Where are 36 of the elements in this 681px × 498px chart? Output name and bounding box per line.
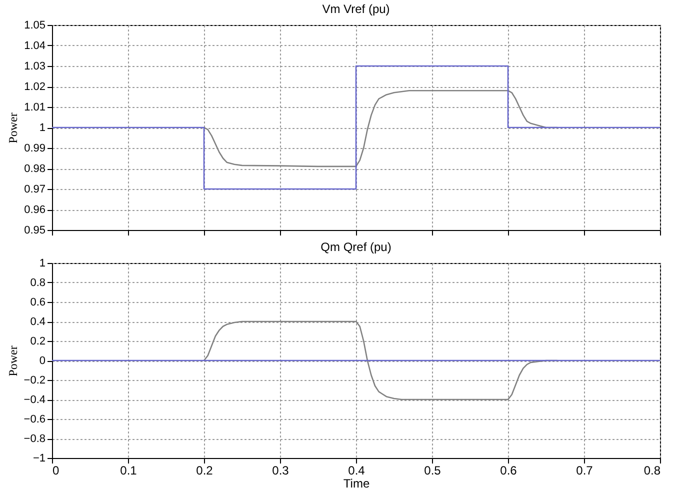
y-tick-label: 1.03	[24, 60, 46, 72]
x-tick-label: 0.7	[576, 464, 594, 478]
x-axis-title: Time	[343, 476, 370, 490]
y-tick-label: 0.95	[24, 224, 46, 236]
x-tick-label: 0.8	[644, 464, 661, 478]
y-tick-label: −1	[32, 452, 46, 464]
y-tick-label: 1	[39, 122, 46, 134]
y-axis-title: Power	[6, 112, 20, 144]
y-tick-label: 0.8	[30, 277, 46, 289]
y-tick-label: 1.01	[24, 102, 46, 114]
y-axis-title: Power	[6, 346, 20, 376]
y-tick-label: 0.2	[30, 336, 46, 348]
y-tick-label: 0	[39, 355, 46, 367]
y-tick-label: 0.97	[24, 184, 46, 196]
y-tick-label: −0.2	[24, 374, 46, 386]
y-tick-label: −0.6	[24, 414, 46, 426]
y-tick-label: 0.98	[24, 163, 46, 175]
y-tick-label: −0.8	[24, 433, 46, 445]
chart-title: Qm Qref (pu)	[320, 240, 392, 254]
y-tick-label: 1.02	[24, 81, 46, 93]
x-tick-label: 0.2	[196, 464, 214, 478]
y-tick-label: 0.96	[24, 204, 46, 216]
x-tick-label: 0.4	[348, 464, 366, 478]
x-tick-label: 0	[52, 464, 60, 478]
y-tick-label: 1.04	[24, 40, 46, 52]
x-tick-label: 0.6	[500, 464, 518, 478]
x-tick-label: 0.1	[120, 464, 138, 478]
y-tick-label: 0.4	[30, 316, 46, 328]
x-tick-label: 0.3	[272, 464, 290, 478]
y-tick-label: −0.4	[24, 394, 46, 406]
y-tick-label: 1.05	[24, 20, 46, 32]
chart-title: Vm Vref (pu)	[322, 2, 390, 16]
y-tick-label: 1	[39, 258, 46, 270]
y-tick-label: 0.6	[30, 296, 46, 308]
y-tick-label: 0.99	[24, 142, 46, 154]
x-tick-label: 0.5	[424, 464, 442, 478]
